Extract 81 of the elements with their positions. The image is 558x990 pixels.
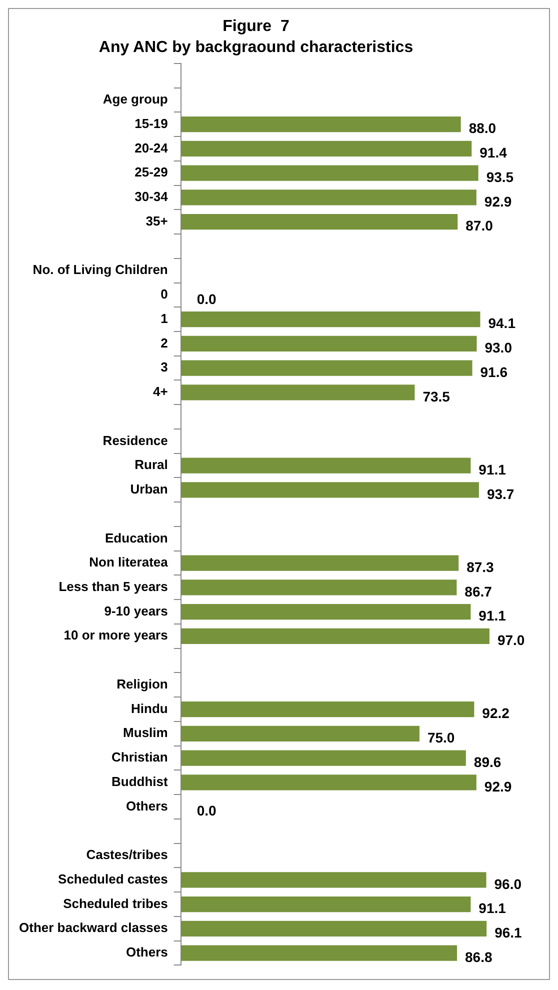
bar — [180, 726, 420, 742]
y-tick-label: Non literatea — [89, 554, 169, 570]
data-label: 91.6 — [480, 364, 508, 380]
bar — [180, 482, 479, 498]
y-tick-label: 10 or more years — [64, 628, 168, 643]
y-tick-label: Others — [126, 944, 168, 960]
y-tick-label: 3 — [160, 360, 168, 375]
y-tick-label: 25-29 — [134, 164, 168, 180]
bar — [180, 458, 471, 474]
bar — [180, 384, 415, 400]
bar — [180, 604, 471, 620]
y-tick-label: Scheduled castes — [58, 871, 168, 886]
y-tick-label: Castes/tribes — [86, 847, 168, 862]
data-label: 93.7 — [486, 486, 514, 502]
y-tick-label: 15-19 — [134, 116, 168, 131]
y-tick-label: Scheduled tribes — [63, 896, 168, 911]
data-label: 87.0 — [466, 218, 494, 234]
data-label: 96.0 — [494, 876, 522, 892]
bar — [180, 165, 478, 181]
bar — [180, 214, 458, 230]
chart-title: Figure 7 — [222, 18, 290, 36]
y-tick-label: Education — [105, 530, 168, 546]
chart-subtitle: Any ANC by backgraound characteristics — [98, 39, 414, 56]
y-tick-label: Religion — [116, 676, 168, 692]
y-tick-label: 1 — [160, 310, 168, 326]
data-label: 86.8 — [465, 948, 492, 965]
bar — [180, 628, 490, 644]
data-label: 91.4 — [480, 144, 508, 161]
data-label: 75.0 — [427, 730, 455, 746]
y-tick-label: 9-10 years — [104, 603, 168, 618]
bar — [180, 336, 477, 352]
bar — [180, 312, 480, 328]
bar — [180, 190, 476, 206]
y-tick-label: Buddhist — [112, 774, 169, 789]
data-label: 0.0 — [196, 802, 217, 819]
bar — [180, 701, 474, 718]
data-label: 93.5 — [486, 168, 514, 185]
y-tick-label: Less than 5 years — [58, 578, 168, 594]
bar — [180, 360, 472, 376]
bar — [180, 555, 459, 571]
data-label: 89.6 — [474, 754, 502, 770]
data-label: 92.9 — [484, 778, 512, 794]
y-tick-label: Others — [126, 798, 168, 814]
y-tick-label: Hindu — [131, 700, 168, 716]
bar — [180, 580, 457, 596]
bar — [180, 920, 487, 936]
data-label: 91.1 — [478, 900, 506, 916]
y-tick-label: 35+ — [146, 213, 168, 228]
data-label: 94.1 — [488, 315, 516, 332]
data-label: 91.1 — [478, 608, 506, 624]
y-tick-label: Other backward classes — [19, 920, 168, 936]
data-label: 86.7 — [464, 583, 492, 600]
bar — [180, 872, 486, 888]
data-label: 96.1 — [494, 924, 522, 940]
bar — [180, 896, 471, 912]
bar — [180, 750, 466, 766]
y-tick-label: Urban — [130, 482, 168, 497]
y-tick-label: 4+ — [153, 384, 168, 400]
data-label: 73.5 — [422, 388, 450, 404]
y-tick-label: Rural — [134, 457, 168, 472]
data-label: 92.2 — [482, 705, 510, 722]
bar — [180, 774, 476, 790]
y-tick-label: Residence — [102, 432, 168, 448]
data-label: 92.9 — [484, 193, 512, 210]
y-tick-label: 30-34 — [134, 189, 169, 204]
y-tick-label: 20-24 — [134, 140, 169, 156]
data-label: 0.0 — [196, 290, 217, 307]
y-tick-label: 0 — [160, 286, 168, 302]
data-label: 88.0 — [468, 120, 496, 136]
data-label: 93.0 — [484, 340, 512, 356]
data-label: 87.3 — [466, 558, 494, 575]
y-tick-label: Age group — [102, 92, 168, 107]
y-tick-label: Muslim — [123, 725, 168, 740]
bar — [180, 945, 458, 961]
y-tick-label: 2 — [160, 335, 168, 350]
bar — [180, 140, 472, 157]
data-label: 97.0 — [497, 632, 525, 648]
bar — [180, 116, 461, 132]
y-tick-label: Christian — [112, 750, 168, 765]
data-label: 91.1 — [478, 461, 506, 478]
y-tick-label: No. of Living Children — [32, 262, 168, 278]
